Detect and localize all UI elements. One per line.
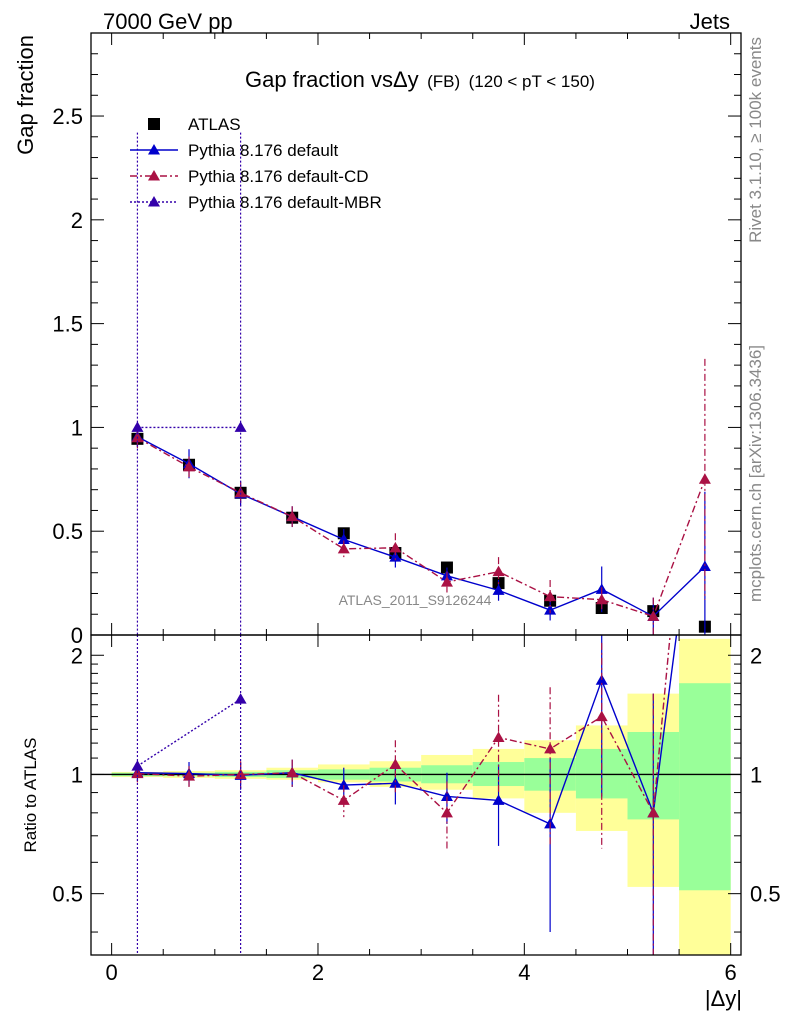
ratio-series-1-point — [389, 758, 402, 769]
series-1-line — [137, 436, 706, 618]
legend-label: Pythia 8.176 default-MBR — [188, 193, 382, 212]
x-tick-label: 0 — [106, 960, 118, 985]
series-3-point — [234, 421, 247, 432]
legend-marker — [148, 170, 160, 181]
legend-label: ATLAS — [188, 115, 241, 134]
ratio-series-1-line — [137, 635, 671, 816]
ratio-y-tick-label-right: 1 — [750, 762, 762, 787]
y-tick-label: 2 — [71, 208, 83, 233]
ratio-series-1-point — [286, 766, 299, 778]
series-3-point — [131, 421, 144, 432]
ratio-series-0-point — [337, 779, 350, 790]
series-1-point — [544, 604, 557, 615]
series-2-point — [544, 590, 557, 602]
ratio-series-1-point — [647, 806, 660, 818]
ratio-frame — [90, 634, 742, 956]
y-tick-label: 1 — [71, 415, 83, 440]
rivet-label: Rivet 3.1.10, ≥ 100k events — [746, 37, 765, 243]
ratio-series-2-line — [137, 698, 241, 767]
main-panel-series — [131, 132, 711, 635]
y-tick-label: 0.5 — [52, 519, 83, 544]
series-2-point — [389, 541, 402, 553]
series-1-point — [337, 533, 350, 545]
ratio-series-0-point — [389, 777, 402, 788]
series-2-line — [137, 437, 706, 618]
series-2-point — [647, 610, 660, 621]
legend-label: Pythia 8.176 default — [188, 141, 339, 160]
legend-marker — [148, 144, 160, 155]
series-2-point — [440, 576, 453, 587]
ratio-series-1-point — [544, 742, 557, 754]
legend-marker — [148, 196, 160, 207]
x-tick-label: 4 — [518, 960, 530, 985]
x-tick-label: 2 — [312, 960, 324, 985]
ratio-series-2-point — [234, 693, 247, 704]
ratio-series-0-point — [492, 794, 505, 805]
ratio-y-tick-label-right: 0.5 — [750, 882, 781, 907]
ratio-panel-series — [131, 635, 678, 955]
ratio-y-tick-label: 2 — [71, 643, 83, 668]
axes: 0 2 4 600.511.522.50.5 0.51 12 2 — [52, 32, 781, 985]
y-tick-label: 0 — [71, 623, 83, 648]
series-1-point — [492, 584, 505, 595]
legend-marker-atlas — [148, 118, 160, 130]
header-left: 7000 GeV pp — [103, 9, 233, 34]
y-tick-label: 1.5 — [52, 312, 83, 337]
series-2-point — [183, 460, 196, 472]
mcplots-label: mcplots.cern.ch [arXiv:1306.3436] — [746, 345, 765, 602]
legend-label: Pythia 8.176 default-CD — [188, 167, 369, 186]
chart-title: Gap fraction vsΔy (FB) (120 < pT < 150) — [245, 67, 595, 92]
analysis-watermark: ATLAS_2011_S9126244 — [339, 592, 492, 608]
ratio-series-1-point — [183, 770, 196, 781]
ratio-series-1-point — [440, 806, 453, 818]
x-tick-label: 6 — [725, 960, 737, 985]
ratio-y-tick-label: 1 — [71, 762, 83, 787]
y-tick-label: 2.5 — [52, 104, 83, 129]
series-2-point — [286, 510, 299, 522]
ratio-series-1-point — [234, 768, 247, 779]
ratio-y-tick-label-right: 2 — [750, 643, 762, 668]
chart-title-main: Gap fraction vsΔy — [245, 67, 419, 92]
legend: ATLAS Pythia 8.176 default Pythia 8.176 de… — [130, 115, 382, 212]
x-axis-label: |Δy| — [705, 986, 742, 1011]
series-1-point — [389, 551, 402, 562]
ratio-uncertainty-bands — [91, 638, 741, 955]
series-2-point — [595, 593, 608, 605]
chart-title-range: (120 < pT < 150) — [469, 72, 595, 91]
ratio-series-0-point — [440, 790, 453, 801]
series-2-point — [492, 565, 505, 577]
y-axis-label: Gap fraction — [13, 35, 38, 155]
ratio-series-1-point — [492, 731, 505, 742]
header-right: Jets — [690, 9, 730, 34]
series-2-point — [337, 542, 350, 554]
series-2-point — [234, 486, 247, 498]
ratio-series-1-point — [337, 794, 350, 805]
ratio-y-tick-label: 0.5 — [52, 882, 83, 907]
band-green — [679, 683, 731, 891]
series-2-point — [698, 473, 711, 484]
ratio-series-2-point — [131, 760, 144, 771]
ratio-y-axis-label: Ratio to ATLAS — [21, 738, 40, 853]
chart-title-sub: (FB) — [427, 72, 460, 91]
ratio-series-1-point — [595, 710, 608, 722]
